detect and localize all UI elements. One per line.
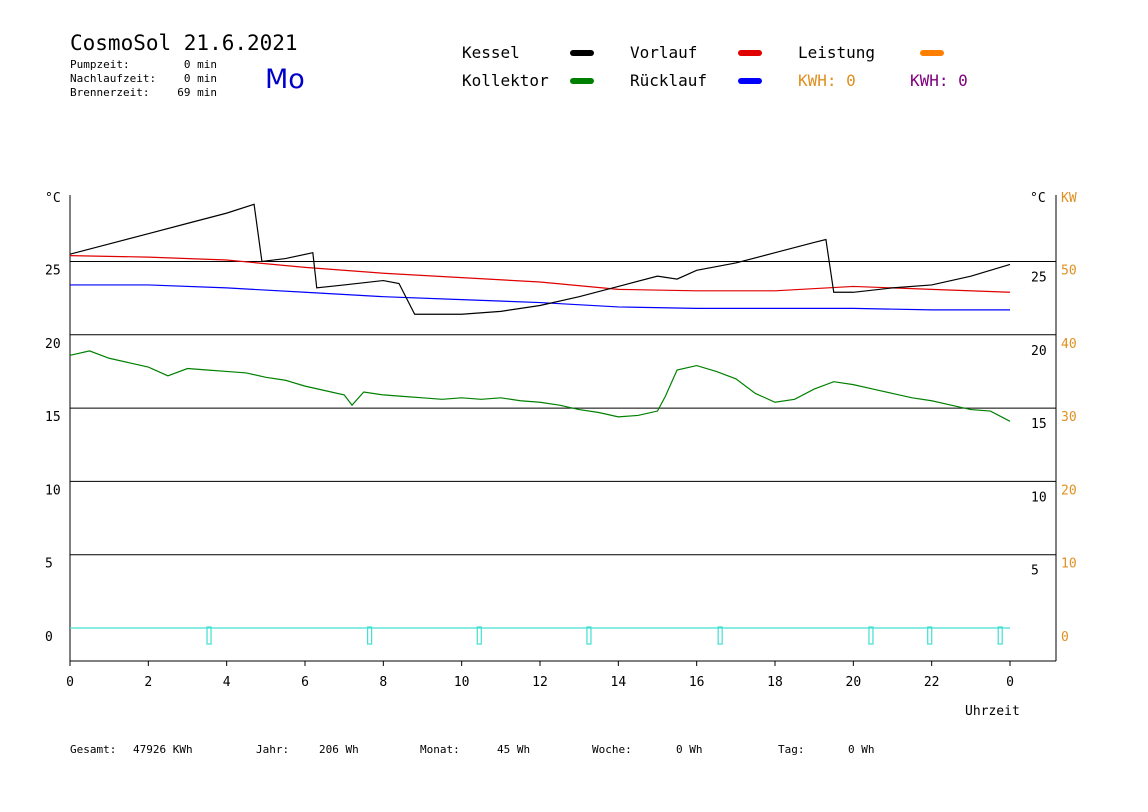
legend-label-vorlauf: Vorlauf [630,43,697,62]
legend-label-ruecklauf: Rücklauf [630,71,707,90]
leistung-pulse [997,626,1003,645]
stat-label: Brennerzeit: [70,86,149,99]
footer-value-gesamt: 47926 KWh [133,743,193,756]
x-tick-label: 10 [454,675,470,690]
y-tick-right: 25 [1031,271,1047,286]
y-tick-left: 25 [45,264,61,279]
x-tick-label: 16 [689,675,705,690]
leistung-pulse [868,626,874,645]
y-axis-unit-kw: KW [1061,191,1077,206]
leistung-pulse [367,626,373,645]
x-tick-label: 8 [379,675,387,690]
footer-stats: Gesamt: 47926 KWh Jahr: 206 Wh Monat: 45… [70,743,875,756]
y-tick-right: 10 [1031,490,1047,505]
footer-label-woche: Woche: [592,743,632,756]
y-tick-left: 15 [45,410,61,425]
y-tick-right: 5 [1031,564,1039,579]
leistung-pulse [206,626,212,645]
x-tick-label: 20 [846,675,862,690]
footer-value-woche: 0 Wh [676,743,703,756]
x-tick-label: 14 [611,675,627,690]
stat-label: Pumpzeit: [70,58,130,71]
footer-label-gesamt: Gesamt: [70,743,116,756]
x-tick-label: 18 [767,675,783,690]
x-tick-label: 2 [144,675,152,690]
gridlines [70,261,1056,556]
stat-label: Nachlaufzeit: [70,72,156,85]
stat-value: 69 min [177,86,217,99]
series-line-rücklauf [70,284,1010,311]
series-line-vorlauf [69,255,1011,293]
y-axis-unit-left: °C [45,191,61,206]
y-tick-kw: 40 [1061,337,1077,352]
y-tick-left: 5 [45,557,53,572]
stat-value: 0 min [184,58,217,71]
legend-label-kollektor: Kollektor [462,71,549,90]
footer-label-jahr: Jahr: [256,743,289,756]
footer-label-monat: Monat: [420,743,460,756]
x-tick-label: 22 [924,675,940,690]
stat-value: 0 min [184,72,217,85]
x-tick-label: 0 [66,675,74,690]
footer-label-tag: Tag: [778,743,805,756]
axis-ticks: 0 5 10 15 20 25 5 10 15 20 25 0 10 20 30 40 50 0 2 4 6 8 10 12 1… [45,264,1077,691]
y-tick-left: 0 [45,630,53,645]
chart-title: CosmoSol 21.6.2021 [70,31,298,55]
y-tick-kw: 10 [1061,557,1077,572]
leistung-pulse [476,626,482,645]
weekday-label: Mo [265,64,305,95]
footer-value-jahr: 206 Wh [319,743,359,756]
leistung-pulse [927,626,933,645]
series-line-kollektor [69,350,1011,422]
kwh-label-2: KWH: 0 [910,71,968,90]
x-tick-label: 0 [1006,675,1014,690]
y-tick-kw: 20 [1061,483,1077,498]
leistung-pulse [586,626,592,645]
legend-label-kessel: Kessel [462,43,520,62]
y-tick-right: 20 [1031,344,1047,359]
y-tick-left: 20 [45,337,61,352]
series-line-kessel [69,203,1011,315]
x-tick-label: 12 [532,675,548,690]
y-axis-unit-right: °C [1030,191,1046,206]
y-tick-kw: 0 [1061,630,1069,645]
y-tick-right: 15 [1031,417,1047,432]
stats-block: Pumpzeit: 0 min Nachlaufzeit: 0 min Bren… [70,58,217,99]
y-tick-kw: 50 [1061,264,1077,279]
legend-label-leistung: Leistung [798,43,875,62]
x-tick-label: 6 [301,675,309,690]
y-tick-left: 10 [45,483,61,498]
x-axis-label: Uhrzeit [965,704,1020,719]
leistung-pulse [717,626,723,645]
footer-value-monat: 45 Wh [497,743,530,756]
x-tick-label: 4 [223,675,231,690]
y-tick-kw: 30 [1061,410,1077,425]
kwh-label-1: KWH: 0 [798,71,856,90]
legend: Kessel Vorlauf Leistung Kollektor Rückla… [462,43,968,90]
series-layer [69,203,1011,645]
footer-value-tag: 0 Wh [848,743,875,756]
